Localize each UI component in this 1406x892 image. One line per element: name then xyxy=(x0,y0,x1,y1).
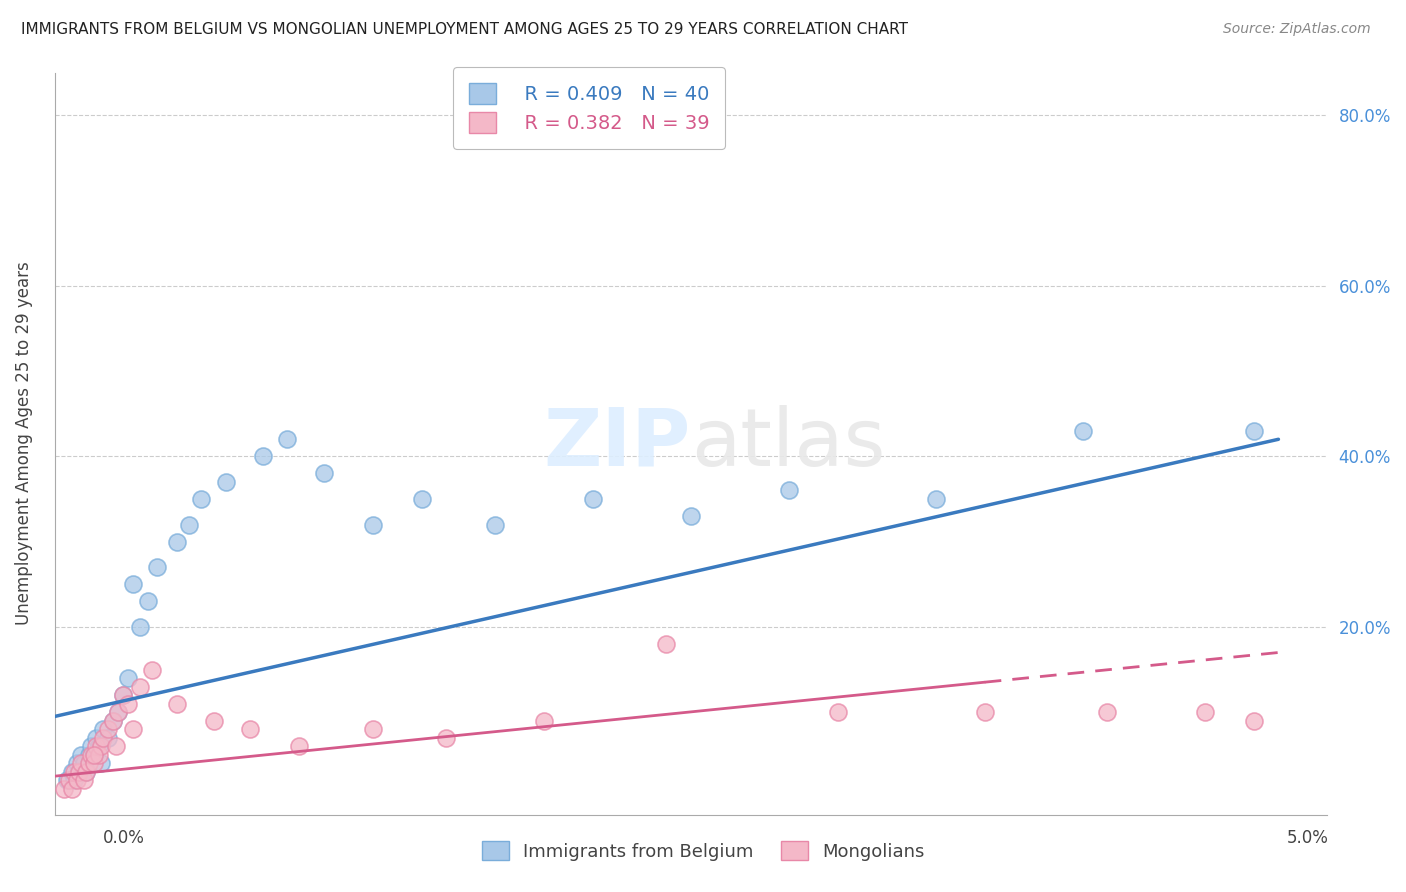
Point xyxy=(83,756,105,771)
Point xyxy=(434,731,457,745)
Point xyxy=(84,731,107,745)
Point xyxy=(117,671,139,685)
Point xyxy=(190,491,212,506)
Point xyxy=(103,714,125,728)
Point xyxy=(53,781,76,796)
Point xyxy=(166,534,188,549)
Legend:   R = 0.409   N = 40,   R = 0.382   N = 39: R = 0.409 N = 40, R = 0.382 N = 39 xyxy=(453,68,725,149)
Point xyxy=(55,773,77,788)
Point xyxy=(973,705,995,719)
Point xyxy=(80,747,103,762)
Point xyxy=(65,756,87,771)
Point xyxy=(60,764,83,779)
Point xyxy=(411,491,433,506)
Legend: Immigrants from Belgium, Mongolians: Immigrants from Belgium, Mongolians xyxy=(472,832,934,870)
Point xyxy=(679,509,702,524)
Point xyxy=(276,432,298,446)
Point xyxy=(87,747,110,762)
Point xyxy=(107,705,129,719)
Point xyxy=(63,764,86,779)
Point xyxy=(484,517,506,532)
Point xyxy=(103,714,125,728)
Point xyxy=(925,491,948,506)
Point xyxy=(73,773,96,788)
Text: 5.0%: 5.0% xyxy=(1286,829,1329,847)
Point xyxy=(75,764,97,779)
Point xyxy=(107,705,129,719)
Point xyxy=(112,688,135,702)
Point xyxy=(129,680,152,694)
Point xyxy=(70,756,93,771)
Point xyxy=(1243,424,1265,438)
Text: IMMIGRANTS FROM BELGIUM VS MONGOLIAN UNEMPLOYMENT AMONG AGES 25 TO 29 YEARS CORR: IMMIGRANTS FROM BELGIUM VS MONGOLIAN UNE… xyxy=(21,22,908,37)
Point xyxy=(129,620,152,634)
Point xyxy=(90,739,112,754)
Point xyxy=(136,594,159,608)
Point xyxy=(63,773,86,788)
Point xyxy=(141,663,163,677)
Point xyxy=(75,764,97,779)
Point xyxy=(827,705,849,719)
Point xyxy=(58,773,80,788)
Point xyxy=(93,723,115,737)
Point xyxy=(166,697,188,711)
Point xyxy=(146,560,169,574)
Point xyxy=(77,756,100,771)
Text: atlas: atlas xyxy=(690,405,886,483)
Point xyxy=(361,517,384,532)
Text: 0.0%: 0.0% xyxy=(103,829,145,847)
Point xyxy=(84,739,107,754)
Point xyxy=(104,739,127,754)
Point xyxy=(93,731,115,745)
Point xyxy=(97,723,120,737)
Point xyxy=(1071,424,1094,438)
Point xyxy=(582,491,605,506)
Point xyxy=(312,467,335,481)
Point xyxy=(655,637,678,651)
Text: ZIP: ZIP xyxy=(544,405,690,483)
Point xyxy=(80,739,103,754)
Point xyxy=(83,747,105,762)
Text: Source: ZipAtlas.com: Source: ZipAtlas.com xyxy=(1223,22,1371,37)
Point xyxy=(112,688,135,702)
Point xyxy=(97,731,120,745)
Point xyxy=(67,764,90,779)
Point xyxy=(117,697,139,711)
Point xyxy=(67,764,90,779)
Point xyxy=(1194,705,1216,719)
Point xyxy=(77,747,100,762)
Point xyxy=(65,773,87,788)
Point xyxy=(121,577,143,591)
Point xyxy=(202,714,225,728)
Point xyxy=(778,483,800,498)
Point xyxy=(533,714,555,728)
Point xyxy=(179,517,201,532)
Point xyxy=(73,756,96,771)
Point xyxy=(1095,705,1118,719)
Point xyxy=(361,723,384,737)
Point xyxy=(121,723,143,737)
Point xyxy=(215,475,238,489)
Point xyxy=(1243,714,1265,728)
Point xyxy=(90,756,112,771)
Point xyxy=(252,450,274,464)
Y-axis label: Unemployment Among Ages 25 to 29 years: Unemployment Among Ages 25 to 29 years xyxy=(15,261,32,625)
Point xyxy=(60,781,83,796)
Point xyxy=(70,747,93,762)
Point xyxy=(239,723,262,737)
Point xyxy=(288,739,311,754)
Point xyxy=(83,747,105,762)
Point xyxy=(87,739,110,754)
